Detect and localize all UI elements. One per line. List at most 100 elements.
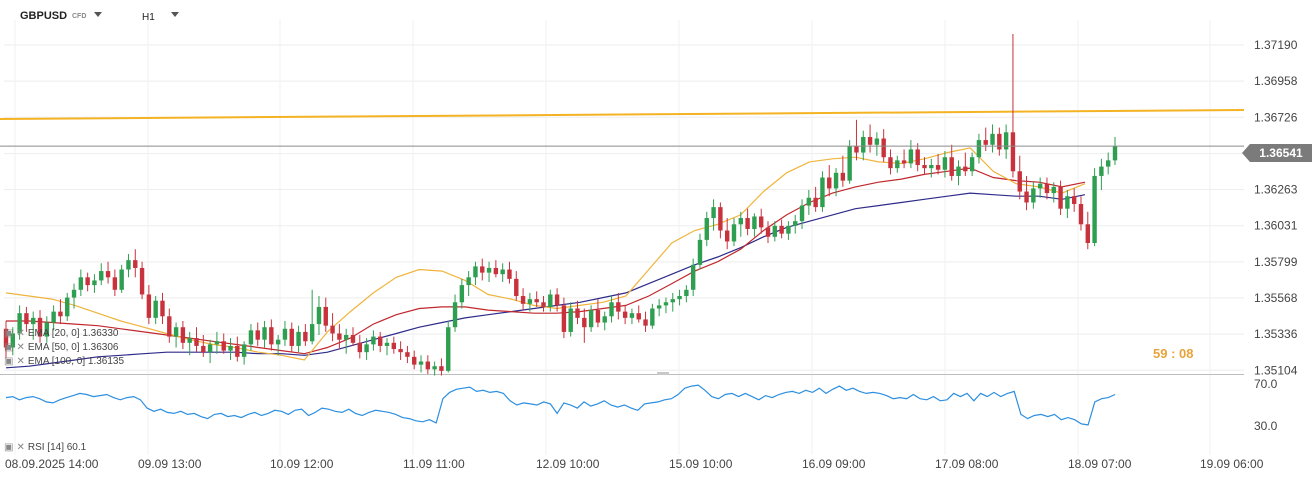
- price-tick-label: 1.37190: [1254, 38, 1298, 52]
- legend-ema20[interactable]: ▣ ✕ EMA [20, 0] 1.36330: [4, 328, 118, 339]
- candle-body: [949, 157, 954, 176]
- candle-body: [241, 344, 247, 357]
- eye-icon[interactable]: ▣: [4, 342, 14, 353]
- candle-body: [480, 266, 485, 273]
- eye-icon[interactable]: ▣: [4, 328, 14, 339]
- candle-body: [139, 267, 145, 295]
- candle-body: [51, 311, 56, 323]
- price-tick-label: 1.35799: [1254, 255, 1298, 269]
- candle-body: [275, 339, 281, 345]
- symbol-badge: CFD: [72, 13, 87, 20]
- close-icon[interactable]: ✕: [16, 342, 25, 353]
- legend-ema20-text: EMA [20, 0] 1.36330: [27, 328, 119, 339]
- candle-body: [820, 177, 825, 208]
- candle-body: [854, 146, 859, 153]
- close-icon[interactable]: ✕: [16, 442, 25, 453]
- candle-body: [112, 277, 118, 290]
- candle-body: [765, 227, 771, 237]
- legend-ema50-text: EMA [50, 0] 1.36306: [27, 342, 119, 353]
- candle-body: [1051, 186, 1056, 194]
- candle-body: [452, 302, 458, 328]
- candle-body: [840, 172, 846, 181]
- candle-body: [997, 133, 1002, 150]
- candle-body: [58, 311, 63, 317]
- candle-body: [677, 296, 682, 300]
- candle-body: [548, 294, 553, 307]
- candle-body: [201, 345, 206, 353]
- symbol-dropdown-icon[interactable]: [94, 12, 102, 17]
- candle-body: [922, 165, 927, 169]
- legend-ema50[interactable]: ▣ ✕ EMA [50, 0] 1.36306: [4, 342, 118, 353]
- candle-body: [690, 264, 696, 290]
- candle-body: [92, 280, 97, 286]
- candle-body: [1065, 196, 1070, 209]
- candle-body: [1044, 183, 1050, 194]
- candle-body: [554, 294, 560, 306]
- candle-body: [269, 327, 274, 345]
- candle-body: [582, 317, 587, 328]
- candle-body: [207, 344, 213, 353]
- candle-body: [1092, 175, 1097, 244]
- candle-body: [956, 166, 961, 176]
- price-tick-label: 1.36726: [1254, 110, 1298, 124]
- candle-body: [1078, 204, 1084, 225]
- candle-body: [697, 239, 703, 265]
- eye-icon[interactable]: ▣: [4, 356, 14, 367]
- time-tick-label: 10.09 12:00: [270, 457, 334, 471]
- candle-body: [330, 325, 335, 334]
- close-icon[interactable]: ✕: [16, 328, 25, 339]
- symbol-label[interactable]: GBPUSD: [20, 10, 68, 22]
- price-tick-label: 1.35104: [1254, 363, 1298, 377]
- timeframe-label[interactable]: H1: [142, 12, 155, 23]
- candle-body: [827, 177, 832, 189]
- candle-body: [391, 342, 397, 350]
- candle-body: [146, 294, 152, 318]
- eye-icon[interactable]: ▣: [4, 442, 14, 453]
- time-tick-label: 12.09 10:00: [536, 457, 600, 471]
- time-tick-label: 08.09.2025 14:00: [5, 457, 99, 471]
- resistance-line: [0, 109, 1245, 120]
- candle-body: [486, 267, 492, 273]
- candle-body: [10, 333, 16, 348]
- candle-body: [180, 327, 186, 343]
- candle-body: [520, 296, 526, 304]
- candle-body: [616, 302, 621, 312]
- candle-body: [466, 277, 471, 286]
- candle-body: [432, 366, 437, 370]
- candle-body: [684, 289, 689, 297]
- candle-body: [895, 160, 900, 169]
- candle-body: [595, 310, 601, 323]
- time-tick-label: 18.09 07:00: [1068, 457, 1132, 471]
- legend-ema100[interactable]: ▣ ✕ EMA [100, 0] 1.36135: [4, 356, 124, 367]
- ema50-line: [6, 167, 1086, 355]
- candle-body: [228, 345, 233, 351]
- candle-body: [1037, 183, 1043, 189]
- candle-body: [493, 267, 499, 275]
- candle-body: [1099, 166, 1104, 176]
- price-tick-label: 1.35336: [1254, 327, 1298, 341]
- timeframe-dropdown-icon[interactable]: [171, 12, 179, 17]
- time-tick-label: 15.09 10:00: [669, 457, 733, 471]
- candle-body: [78, 277, 84, 290]
- candle-body: [1003, 132, 1009, 150]
- candle-body: [255, 330, 260, 340]
- legend-rsi[interactable]: ▣ ✕ RSI [14] 60.1: [4, 442, 86, 453]
- candle-body: [643, 319, 648, 326]
- candle-body: [867, 136, 873, 145]
- rsi-tick-label: 30.0: [1254, 419, 1278, 433]
- candle-body: [248, 330, 254, 345]
- candle-body: [772, 225, 778, 237]
- candle-body: [752, 216, 757, 229]
- candle-body: [412, 356, 417, 365]
- candle-body: [561, 305, 567, 332]
- candle-body: [24, 313, 29, 325]
- candle-body: [357, 342, 362, 353]
- candle-body: [262, 327, 267, 340]
- close-icon[interactable]: ✕: [16, 356, 25, 367]
- candle-body: [133, 260, 138, 268]
- candle-body: [507, 269, 512, 279]
- candle-body: [1058, 186, 1063, 209]
- candle-body: [881, 138, 886, 158]
